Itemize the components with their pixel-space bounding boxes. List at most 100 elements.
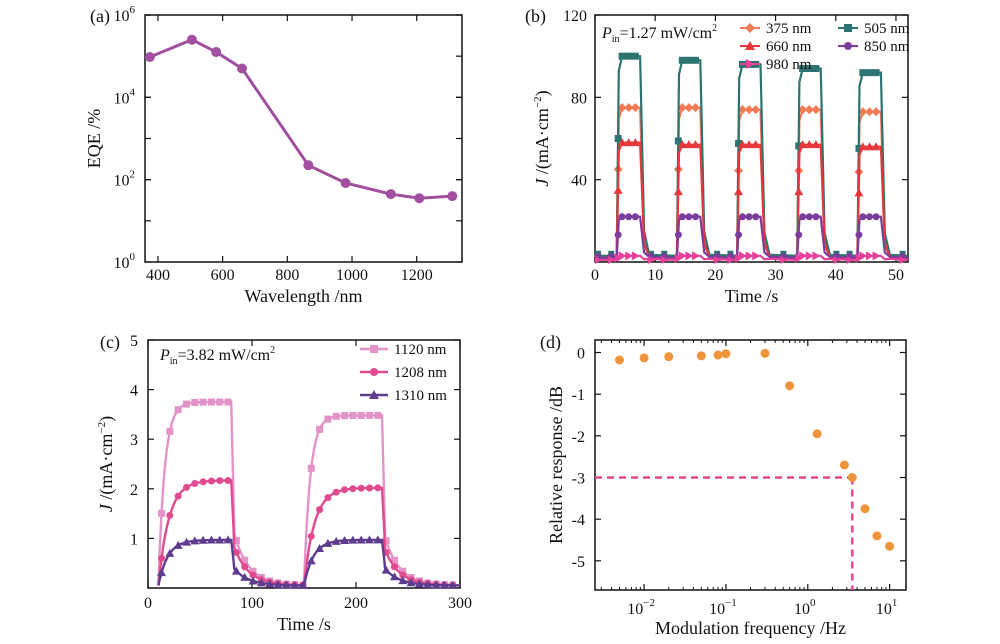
panel-a-point — [447, 191, 458, 202]
panel-b-point — [691, 103, 701, 113]
panel-a-xtick-label: 400 — [146, 267, 170, 284]
panel-c-point — [182, 483, 190, 491]
panel-a-point — [414, 193, 425, 204]
panel-b-point — [859, 69, 867, 77]
panel-d-point — [614, 355, 624, 365]
panel-d-xtick-label: 10−1 — [709, 597, 737, 618]
panel-c-point — [414, 579, 424, 588]
panel-c-xtick-label: 200 — [344, 595, 368, 612]
panel-b-point — [859, 213, 867, 221]
panel-b-point — [614, 253, 623, 263]
panel-d-ytick-label: -1 — [572, 387, 585, 404]
panel-c-point — [341, 412, 349, 420]
panel-c-point — [365, 535, 375, 544]
panel-b-point — [795, 253, 804, 263]
panel-b-point — [751, 140, 761, 149]
panel-b-point — [812, 213, 820, 221]
panel-b-point — [685, 251, 694, 261]
panel-b-xtick-label: 50 — [888, 267, 904, 284]
panel-d-point — [785, 381, 795, 391]
panel-b-point — [752, 251, 761, 261]
panel-b-point — [780, 255, 788, 264]
panel-c-point — [439, 580, 449, 589]
panel-c-point — [316, 425, 324, 433]
panel-b-point — [677, 140, 687, 149]
panel-c-point — [241, 556, 249, 564]
panel-c-point — [307, 532, 315, 540]
panel-c-ylabel: J /(mA·cm−2) — [96, 416, 117, 512]
panel-d-point — [872, 531, 882, 541]
panel-c-point — [199, 478, 207, 486]
panel-c-xlabel: Time /s — [277, 614, 331, 634]
panel-c-point — [173, 540, 183, 549]
panel-d-point — [885, 541, 895, 551]
panel-a-xtick-label: 600 — [211, 267, 235, 284]
panel-c-point — [198, 535, 208, 544]
panel-b-point — [684, 103, 694, 113]
panel-b-point — [678, 56, 686, 64]
panel-c-point — [174, 406, 182, 414]
panel-b-xtick-label: 40 — [828, 267, 844, 284]
panel-b-point — [685, 213, 693, 221]
panel-b-point — [661, 255, 669, 264]
panel-b-point — [744, 105, 754, 115]
panel-d-point — [713, 350, 723, 360]
panel-a-ylabel: EQE /% — [84, 109, 104, 168]
panel-c-point — [290, 580, 300, 589]
panel-c-point — [423, 580, 433, 589]
panel-d: 10−2 10−1 100 101 0 -1 -2 -3 -4 -5 (d) Modulation f… — [540, 332, 907, 638]
panel-b-point — [625, 251, 634, 261]
panel-c-point — [382, 537, 390, 545]
panel-c-point — [324, 494, 332, 502]
panel-a-xtick-label: 1200 — [401, 267, 433, 284]
panel-b-point — [630, 138, 640, 147]
panel-b-point — [735, 139, 743, 147]
panel-c-point — [166, 511, 174, 519]
panel-c-point — [341, 486, 349, 494]
panel-c-point — [381, 565, 391, 574]
panel-c-point — [191, 399, 199, 407]
panel-c-point — [315, 544, 325, 553]
panel-c-point — [265, 579, 275, 588]
panel-c-xtick-label: 100 — [240, 595, 264, 612]
panel-b-point — [737, 105, 747, 115]
panel-b-point — [618, 52, 626, 60]
panel-b-point — [677, 103, 687, 113]
panel-d-point — [664, 352, 674, 362]
panel-b-xtick-label: 20 — [707, 267, 723, 284]
panel-b-point — [751, 105, 761, 115]
panel-b-point — [625, 213, 633, 221]
panel-b-xtick-label: 0 — [591, 267, 599, 284]
panel-b-legend-label: 850 nm — [864, 39, 910, 55]
panel-c-legend-marker — [370, 368, 378, 376]
panel-c-point — [224, 398, 232, 406]
panel-d-point — [847, 473, 857, 482]
panel-b-point — [864, 107, 874, 117]
panel-c-point — [348, 535, 358, 544]
panel-d-xtick-label: 100 — [794, 597, 816, 618]
panel-c-point — [399, 567, 407, 575]
panel-d-ytick-label: -5 — [572, 554, 585, 571]
panel-b-point — [899, 255, 907, 264]
panel-b-point — [735, 231, 743, 239]
panel-a-ytick-label: 102 — [114, 169, 136, 190]
panel-c-point — [157, 568, 167, 577]
panel-c-point — [366, 411, 374, 419]
panel-b-point — [674, 253, 683, 263]
panel-b-annotation: Pin=1.27 mW/cm2 — [601, 23, 717, 45]
panel-c-point — [216, 477, 224, 485]
panel-c-point — [174, 492, 182, 500]
panel-c-point — [306, 556, 316, 565]
panel-c-point — [199, 398, 207, 406]
panel-b-point — [647, 255, 655, 264]
panel-c-point — [273, 580, 283, 589]
panel-b-point — [735, 253, 744, 263]
panel-b-point — [795, 142, 803, 150]
panel-a-series-line — [149, 38, 453, 200]
panel-c-point — [231, 566, 241, 575]
panel-b-legend-label: 375 nm — [766, 21, 812, 37]
panel-b-point — [624, 138, 634, 147]
panel-c-point — [431, 580, 441, 589]
panel-c-ytick-label: 4 — [130, 383, 138, 400]
panel-b-point — [631, 251, 640, 261]
